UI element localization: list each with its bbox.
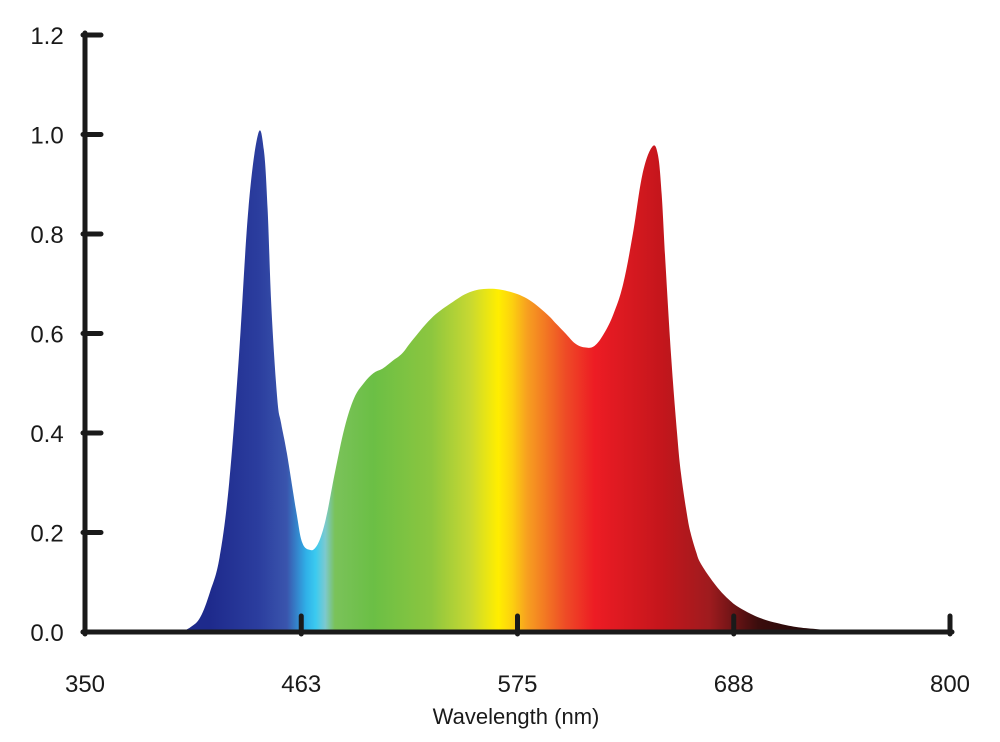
tick-labels: 0.0 0.2 0.4 0.6 0.8 1.0 1.2 350 463 575 688 800 xyxy=(30,23,970,698)
y-tick-label: 0.0 xyxy=(30,620,63,647)
tick-marks xyxy=(80,32,953,637)
y-tick-label: 0.4 xyxy=(30,421,63,448)
x-axis-label: Wavelength (nm) xyxy=(433,704,600,729)
y-tick-label: 0.2 xyxy=(30,521,63,548)
y-tick-label: 0.8 xyxy=(30,222,63,249)
x-tick-label: 800 xyxy=(930,671,970,698)
x-tick-label: 575 xyxy=(497,671,537,698)
y-tick-label: 0.6 xyxy=(30,322,63,349)
x-tick-label: 350 xyxy=(65,671,105,698)
y-tick-label: 1.0 xyxy=(30,123,63,150)
spectrum-area xyxy=(181,130,951,632)
y-tick-label: 1.2 xyxy=(30,23,63,50)
x-tick-label: 463 xyxy=(281,671,321,698)
x-tick-label: 688 xyxy=(714,671,754,698)
